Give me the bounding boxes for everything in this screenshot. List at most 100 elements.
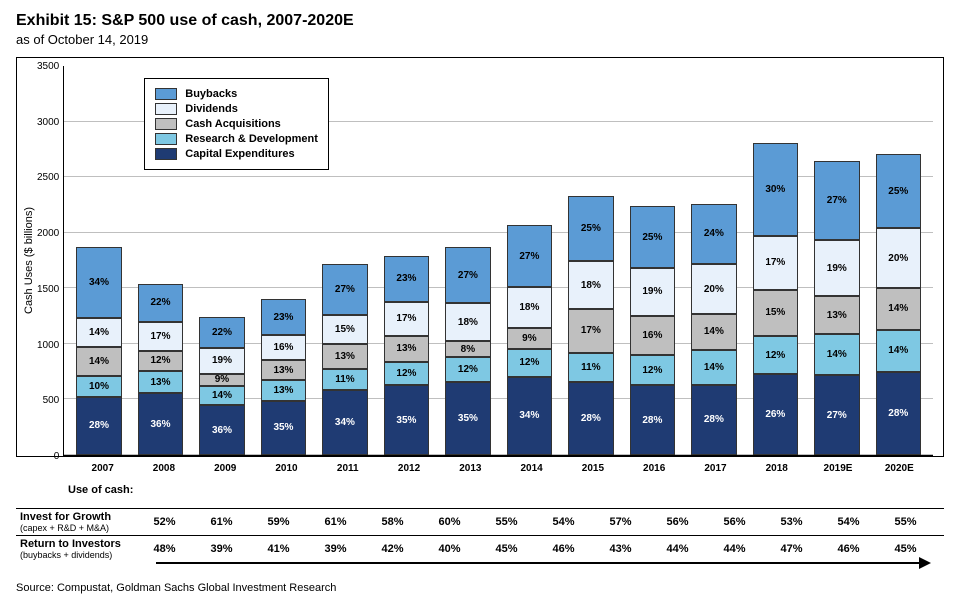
bar-segment: 17% [753, 236, 798, 289]
stacked-bar: 28%14%14%20%24% [691, 204, 736, 455]
bar-segment: 13% [261, 380, 306, 400]
bar-column: 28%12%16%19%25% [622, 66, 683, 455]
bar-segment: 14% [814, 334, 859, 375]
stacked-bar: 34%11%13%15%27% [322, 264, 367, 455]
bar-segment: 17% [568, 309, 613, 353]
table-cell: 54% [820, 513, 877, 531]
bar-segment: 27% [445, 247, 490, 303]
bar-segment: 13% [138, 371, 183, 393]
y-axis-label: Cash Uses ($ billions) [21, 66, 37, 456]
legend-label: Dividends [185, 103, 238, 115]
table-cell: 44% [649, 540, 706, 558]
table-cell: 41% [250, 540, 307, 558]
x-tick: 2014 [501, 457, 562, 474]
legend-swatch [155, 118, 177, 130]
bar-segment: 27% [814, 161, 859, 241]
table-cell: 61% [193, 513, 250, 531]
bar-column: 28%14%14%20%24% [683, 66, 744, 455]
bar-segment: 14% [691, 314, 736, 349]
table-cell: 47% [763, 540, 820, 558]
stacked-bar: 28%11%17%18%25% [568, 196, 613, 455]
x-tick: 2016 [624, 457, 685, 474]
row-sublabel: (capex + R&D + M&A) [20, 523, 136, 533]
x-axis: 2007200820092010201120122013201420152016… [68, 457, 934, 474]
bar-segment: 13% [384, 336, 429, 362]
table-cell: 55% [877, 513, 934, 531]
bar-column: 26%12%15%17%30% [745, 66, 806, 455]
bar-segment: 28% [691, 385, 736, 455]
bar-segment: 28% [568, 382, 613, 455]
row-cells: 52%61%59%61%58%60%55%54%57%56%56%53%54%5… [136, 513, 934, 531]
table-cell: 39% [307, 540, 364, 558]
table-cell: 39% [193, 540, 250, 558]
bar-segment: 18% [445, 303, 490, 340]
table-row: Invest for Growth (capex + R&D + M&A) 52… [16, 511, 944, 533]
bar-segment: 22% [199, 317, 244, 347]
bar-segment: 14% [876, 288, 921, 330]
bar-segment: 19% [814, 240, 859, 296]
stacked-bar: 28%12%16%19%25% [630, 206, 675, 455]
bar-segment: 15% [753, 290, 798, 337]
bar-segment: 36% [138, 393, 183, 455]
bar-segment: 22% [138, 284, 183, 322]
row-label: Invest for Growth [20, 511, 136, 523]
exhibit-subtitle: as of October 14, 2019 [16, 32, 944, 47]
stacked-bar: 28%10%14%14%34% [76, 247, 121, 455]
source-line: Source: Compustat, Goldman Sachs Global … [16, 582, 944, 594]
bar-segment: 28% [630, 385, 675, 455]
bar-segment: 28% [876, 372, 921, 455]
table-cell: 43% [592, 540, 649, 558]
bar-segment: 13% [261, 360, 306, 380]
table-cell: 59% [250, 513, 307, 531]
x-tick: 2010 [256, 457, 317, 474]
bar-segment: 24% [691, 204, 736, 264]
bar-segment: 34% [76, 247, 121, 318]
table-cell: 57% [592, 513, 649, 531]
bar-segment: 11% [322, 369, 367, 390]
table-cell: 60% [421, 513, 478, 531]
table-header: Use of cash: [68, 484, 944, 496]
bar-segment: 13% [322, 344, 367, 369]
bar-segment: 12% [753, 336, 798, 373]
bar-segment: 16% [261, 335, 306, 360]
bar-segment: 11% [568, 353, 613, 382]
table-cell: 56% [706, 513, 763, 531]
bar-segment: 12% [138, 351, 183, 372]
bar-segment: 9% [507, 328, 552, 349]
stacked-bar: 27%14%13%19%27% [814, 160, 859, 455]
bar-segment: 17% [138, 322, 183, 351]
table-cell: 56% [649, 513, 706, 531]
bar-segment: 18% [568, 261, 613, 308]
stacked-bar: 34%12%9%18%27% [507, 225, 552, 455]
stacked-bar: 36%14%9%19%22% [199, 317, 244, 455]
x-tick: 2013 [440, 457, 501, 474]
bar-column: 27%14%13%19%27% [806, 66, 867, 455]
table-cell: 55% [478, 513, 535, 531]
bar-segment: 14% [76, 347, 121, 376]
bar-column: 34%12%9%18%27% [499, 66, 560, 455]
legend-item: Buybacks [155, 88, 318, 100]
legend-swatch [155, 148, 177, 160]
x-tick: 2008 [133, 457, 194, 474]
bar-segment: 19% [630, 268, 675, 315]
bar-segment: 23% [261, 299, 306, 335]
stacked-bar: 36%13%12%17%22% [138, 284, 183, 455]
x-tick: 2011 [317, 457, 378, 474]
bar-segment: 26% [753, 374, 798, 455]
legend-label: Cash Acquisitions [185, 118, 281, 130]
summary-table: Invest for Growth (capex + R&D + M&A) 52… [16, 508, 944, 572]
bar-segment: 8% [445, 341, 490, 358]
bar-segment: 9% [199, 374, 244, 386]
bar-segment: 35% [384, 385, 429, 455]
bar-segment: 12% [445, 357, 490, 382]
bar-segment: 16% [630, 316, 675, 356]
table-cell: 53% [763, 513, 820, 531]
plot-area: 28%10%14%14%34%36%13%12%17%22%36%14%9%19… [63, 66, 933, 456]
bar-segment: 12% [630, 355, 675, 385]
bar-segment: 20% [691, 264, 736, 314]
table-cell: 44% [706, 540, 763, 558]
bar-segment: 25% [630, 206, 675, 268]
table-cell: 58% [364, 513, 421, 531]
table-cell: 45% [877, 540, 934, 558]
bar-segment: 14% [691, 350, 736, 385]
